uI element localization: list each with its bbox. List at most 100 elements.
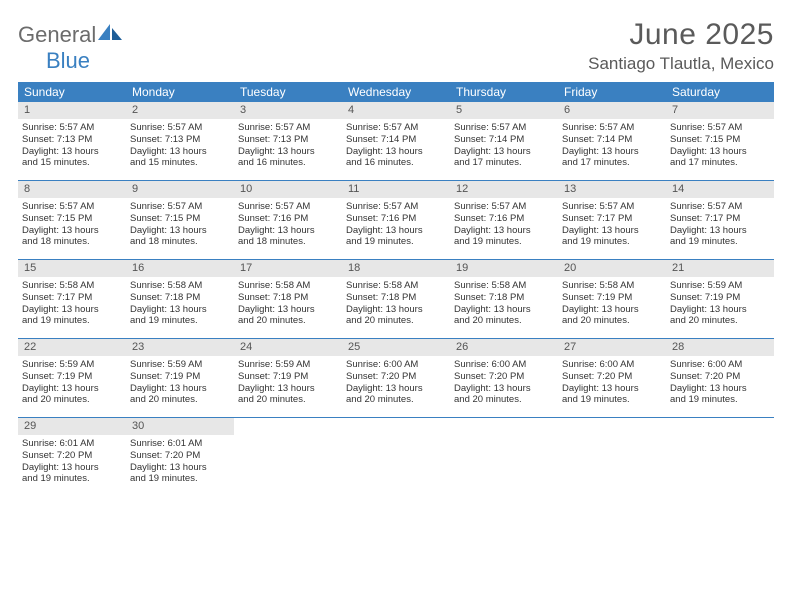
sunset-text: Sunset: 7:18 PM — [454, 292, 554, 304]
sunset-text: Sunset: 7:18 PM — [346, 292, 446, 304]
sunset-text: Sunset: 7:14 PM — [346, 134, 446, 146]
day-number: 25 — [342, 339, 450, 356]
day-cell: 28Sunrise: 6:00 AMSunset: 7:20 PMDayligh… — [666, 339, 774, 417]
day-header-row: Sunday Monday Tuesday Wednesday Thursday… — [18, 82, 774, 102]
day-cell: 16Sunrise: 5:58 AMSunset: 7:18 PMDayligh… — [126, 260, 234, 338]
sunset-text: Sunset: 7:19 PM — [670, 292, 770, 304]
day-cell: 7Sunrise: 5:57 AMSunset: 7:15 PMDaylight… — [666, 102, 774, 180]
day-cell-empty — [234, 418, 342, 496]
daylight-text: Daylight: 13 hours — [238, 304, 338, 316]
title-block: June 2025 Santiago Tlautla, Mexico — [588, 18, 774, 74]
day-number: 18 — [342, 260, 450, 277]
day-cell: 21Sunrise: 5:59 AMSunset: 7:19 PMDayligh… — [666, 260, 774, 338]
day-cell-empty — [450, 418, 558, 496]
daylight-text: and 20 minutes. — [346, 394, 446, 406]
sunrise-text: Sunrise: 5:57 AM — [670, 201, 770, 213]
sunrise-text: Sunrise: 5:57 AM — [130, 201, 230, 213]
sunset-text: Sunset: 7:17 PM — [562, 213, 662, 225]
day-cell: 1Sunrise: 5:57 AMSunset: 7:13 PMDaylight… — [18, 102, 126, 180]
daylight-text: Daylight: 13 hours — [454, 146, 554, 158]
sunrise-text: Sunrise: 5:57 AM — [346, 201, 446, 213]
sunrise-text: Sunrise: 5:57 AM — [130, 122, 230, 134]
week-row: 29Sunrise: 6:01 AMSunset: 7:20 PMDayligh… — [18, 418, 774, 496]
sunrise-text: Sunrise: 6:00 AM — [454, 359, 554, 371]
sunrise-text: Sunrise: 5:59 AM — [238, 359, 338, 371]
day-number: 12 — [450, 181, 558, 198]
day-cell: 6Sunrise: 5:57 AMSunset: 7:14 PMDaylight… — [558, 102, 666, 180]
day-cell: 10Sunrise: 5:57 AMSunset: 7:16 PMDayligh… — [234, 181, 342, 259]
day-number: 23 — [126, 339, 234, 356]
day-number: 29 — [18, 418, 126, 435]
day-number: 24 — [234, 339, 342, 356]
sunrise-text: Sunrise: 5:59 AM — [130, 359, 230, 371]
sunrise-text: Sunrise: 5:58 AM — [346, 280, 446, 292]
sunrise-text: Sunrise: 5:57 AM — [238, 201, 338, 213]
daylight-text: Daylight: 13 hours — [22, 462, 122, 474]
day-cell: 24Sunrise: 5:59 AMSunset: 7:19 PMDayligh… — [234, 339, 342, 417]
daylight-text: Daylight: 13 hours — [130, 304, 230, 316]
sunrise-text: Sunrise: 5:57 AM — [670, 122, 770, 134]
day-number: 21 — [666, 260, 774, 277]
daylight-text: and 20 minutes. — [454, 394, 554, 406]
sunrise-text: Sunrise: 5:57 AM — [562, 122, 662, 134]
sunrise-text: Sunrise: 6:00 AM — [562, 359, 662, 371]
daylight-text: Daylight: 13 hours — [238, 146, 338, 158]
sunset-text: Sunset: 7:16 PM — [238, 213, 338, 225]
day-cell: 30Sunrise: 6:01 AMSunset: 7:20 PMDayligh… — [126, 418, 234, 496]
daylight-text: and 20 minutes. — [130, 394, 230, 406]
sunrise-text: Sunrise: 5:58 AM — [22, 280, 122, 292]
sunset-text: Sunset: 7:13 PM — [130, 134, 230, 146]
daylight-text: and 20 minutes. — [562, 315, 662, 327]
week-row: 1Sunrise: 5:57 AMSunset: 7:13 PMDaylight… — [18, 102, 774, 181]
sunrise-text: Sunrise: 5:57 AM — [454, 122, 554, 134]
sunset-text: Sunset: 7:20 PM — [22, 450, 122, 462]
day-number: 2 — [126, 102, 234, 119]
sunset-text: Sunset: 7:20 PM — [346, 371, 446, 383]
daylight-text: and 20 minutes. — [670, 315, 770, 327]
daylight-text: and 20 minutes. — [238, 394, 338, 406]
sunset-text: Sunset: 7:14 PM — [454, 134, 554, 146]
day-header-tue: Tuesday — [234, 82, 342, 102]
header: General Blue June 2025 Santiago Tlautla,… — [18, 18, 774, 74]
day-cell: 13Sunrise: 5:57 AMSunset: 7:17 PMDayligh… — [558, 181, 666, 259]
sunrise-text: Sunrise: 5:58 AM — [130, 280, 230, 292]
sunset-text: Sunset: 7:16 PM — [346, 213, 446, 225]
daylight-text: Daylight: 13 hours — [238, 383, 338, 395]
sunset-text: Sunset: 7:16 PM — [454, 213, 554, 225]
day-number: 22 — [18, 339, 126, 356]
day-cell: 4Sunrise: 5:57 AMSunset: 7:14 PMDaylight… — [342, 102, 450, 180]
day-cell: 15Sunrise: 5:58 AMSunset: 7:17 PMDayligh… — [18, 260, 126, 338]
daylight-text: Daylight: 13 hours — [22, 146, 122, 158]
day-cell: 19Sunrise: 5:58 AMSunset: 7:18 PMDayligh… — [450, 260, 558, 338]
daylight-text: Daylight: 13 hours — [238, 225, 338, 237]
daylight-text: and 15 minutes. — [130, 157, 230, 169]
day-cell: 3Sunrise: 5:57 AMSunset: 7:13 PMDaylight… — [234, 102, 342, 180]
day-number: 7 — [666, 102, 774, 119]
day-cell: 2Sunrise: 5:57 AMSunset: 7:13 PMDaylight… — [126, 102, 234, 180]
sunrise-text: Sunrise: 5:58 AM — [238, 280, 338, 292]
day-number: 6 — [558, 102, 666, 119]
daylight-text: Daylight: 13 hours — [346, 225, 446, 237]
day-number: 17 — [234, 260, 342, 277]
day-cell: 9Sunrise: 5:57 AMSunset: 7:15 PMDaylight… — [126, 181, 234, 259]
daylight-text: and 18 minutes. — [238, 236, 338, 248]
daylight-text: and 17 minutes. — [670, 157, 770, 169]
sunset-text: Sunset: 7:17 PM — [670, 213, 770, 225]
sunset-text: Sunset: 7:14 PM — [562, 134, 662, 146]
daylight-text: and 20 minutes. — [238, 315, 338, 327]
daylight-text: Daylight: 13 hours — [22, 383, 122, 395]
sunrise-text: Sunrise: 5:57 AM — [562, 201, 662, 213]
day-number: 11 — [342, 181, 450, 198]
daylight-text: Daylight: 13 hours — [346, 146, 446, 158]
day-number: 4 — [342, 102, 450, 119]
daylight-text: Daylight: 13 hours — [346, 304, 446, 316]
day-number: 26 — [450, 339, 558, 356]
logo-word-blue: Blue — [46, 48, 90, 73]
month-title: June 2025 — [588, 18, 774, 52]
day-header-mon: Monday — [126, 82, 234, 102]
day-number: 16 — [126, 260, 234, 277]
daylight-text: and 20 minutes. — [22, 394, 122, 406]
daylight-text: Daylight: 13 hours — [562, 383, 662, 395]
logo-word-general: General — [18, 22, 96, 47]
day-cell-empty — [342, 418, 450, 496]
